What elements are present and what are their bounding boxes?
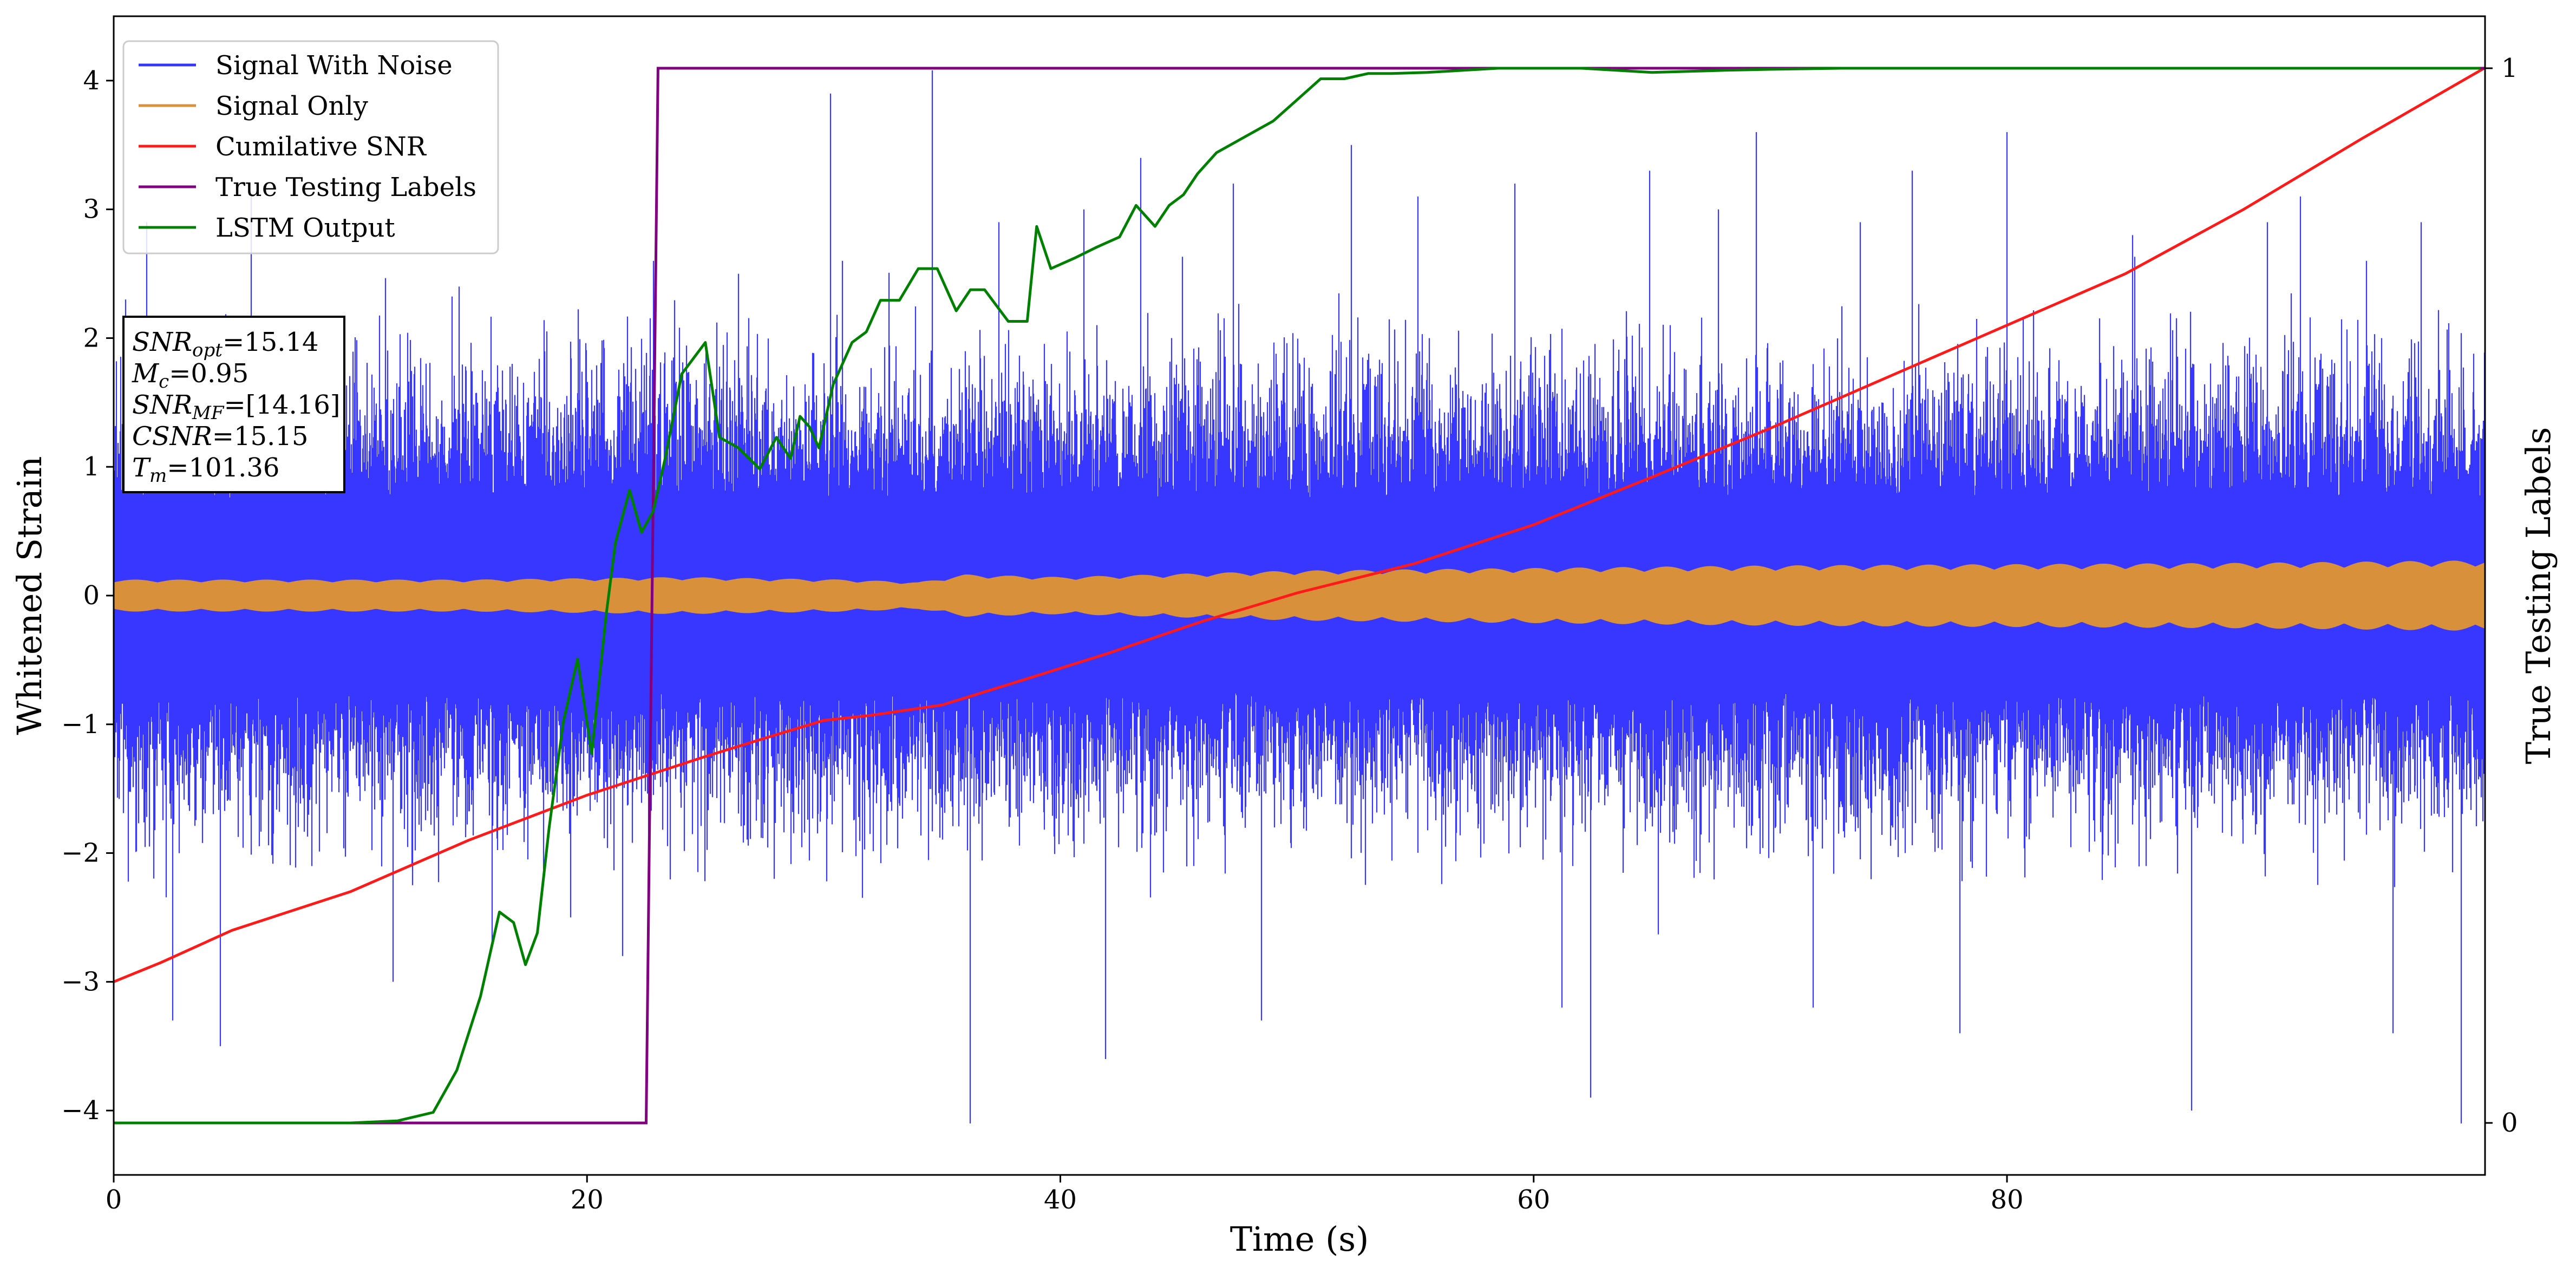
annotation-symbol: CSNR [132, 421, 212, 452]
annotation-line: Tm=101.36 [132, 453, 279, 487]
annotation-symbol: SNR [132, 390, 192, 420]
x-axis-label: Time (s) [1230, 1219, 1369, 1259]
annotation-frame [122, 316, 345, 493]
annotation-line: CSNR=15.15 [132, 421, 308, 452]
legend-label: Signal Only [215, 91, 368, 121]
legend-label: Cumilative SNR [215, 132, 427, 162]
y-tick-label: −3 [61, 966, 100, 997]
y-tick-label: −2 [61, 838, 100, 868]
y-tick-label: 1 [83, 452, 100, 482]
x-tick-label: 60 [1517, 1185, 1550, 1215]
legend-frame [122, 40, 499, 254]
y2-tick-label: 0 [2501, 1108, 2518, 1138]
annotation-subscript: opt [192, 339, 223, 361]
signal-only-line [114, 560, 2485, 631]
annotation-symbol: M [132, 358, 160, 389]
y-tick-label: −1 [61, 709, 100, 740]
y2-axis-label: True Testing Labels [2519, 427, 2558, 765]
annotation-subscript: c [159, 371, 169, 393]
y-tick-label: 0 [83, 580, 100, 611]
plot-series [114, 66, 2485, 1125]
annotation-value: =15.15 [212, 421, 309, 452]
lstm-output-line [114, 67, 2481, 1125]
annotation-value: =101.36 [167, 453, 279, 483]
annotation-value: =[14.16] [224, 390, 340, 420]
y-axis-label: Whitened Strain [10, 456, 49, 735]
annotation-subscript: m [149, 465, 167, 487]
y-tick-label: −4 [61, 1095, 100, 1126]
annotation-line: SNRopt=15.14 [132, 327, 319, 361]
x-tick-label: 80 [1990, 1185, 2023, 1215]
x-tick-label: 0 [106, 1185, 122, 1215]
annotation-value: =15.14 [223, 327, 319, 357]
y2-tick-label: 1 [2501, 53, 2518, 83]
annotation-line: SNRMF=[14.16] [132, 390, 341, 424]
legend-label: Signal With Noise [215, 50, 453, 81]
annotation-subscript: MF [192, 402, 225, 424]
annotation-line: Mc=0.95 [132, 358, 249, 393]
y-tick-label: 4 [83, 66, 100, 96]
y-tick-label: 2 [83, 323, 100, 353]
annotation-box: SNRopt=15.14Mc=0.95SNRMF=[14.16]CSNR=15.… [122, 316, 345, 493]
legend-label: LSTM Output [215, 213, 395, 243]
annotation-symbol: T [132, 453, 151, 483]
cumulative-snr-line [114, 66, 2485, 983]
x-tick-label: 20 [571, 1185, 604, 1215]
x-tick-label: 40 [1044, 1185, 1077, 1215]
legend: Signal With Noise Signal Only Cumilative S… [122, 40, 499, 254]
annotation-symbol: SNR [132, 327, 192, 357]
annotation-value: =0.95 [169, 358, 249, 389]
y-tick-label: 3 [83, 194, 100, 225]
legend-label: True Testing Labels [215, 172, 476, 202]
